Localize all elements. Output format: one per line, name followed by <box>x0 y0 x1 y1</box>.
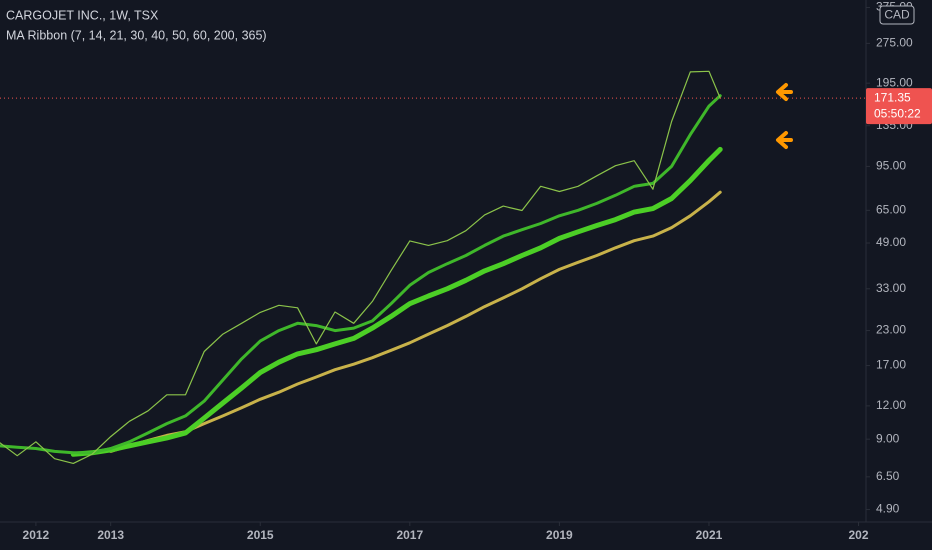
arrow <box>776 83 793 149</box>
x-tick-label: 2012 <box>23 528 50 542</box>
y-tick-label: 195.00 <box>876 75 913 89</box>
y-tick-label: 65.00 <box>876 202 906 216</box>
y-tick-label: 33.00 <box>876 281 906 295</box>
y-tick-label: 4.90 <box>876 502 900 516</box>
y-tick-label: 49.00 <box>876 235 906 249</box>
series-line <box>0 70 721 464</box>
series-line <box>0 94 722 455</box>
axes: 375.00275.00195.00135.0095.0065.0049.003… <box>23 0 932 542</box>
y-tick-label: 9.00 <box>876 431 900 445</box>
currency-box[interactable] <box>879 5 915 25</box>
series-line <box>70 146 723 457</box>
y-tick-label: 17.00 <box>876 358 906 372</box>
countdown: 05:50:22 <box>874 106 921 120</box>
y-tick-label: 95.00 <box>876 159 906 173</box>
y-tick-label: 6.50 <box>876 469 900 483</box>
y-tick-label: 275.00 <box>876 36 913 50</box>
last-price-label: 171.35 <box>874 90 911 104</box>
currency: CAD <box>884 8 910 22</box>
y-tick-label: 12.00 <box>876 398 906 412</box>
series-line <box>109 190 722 453</box>
x-tick-label: 2017 <box>396 528 423 542</box>
arrow-2 <box>776 131 793 149</box>
plot-area <box>0 70 866 464</box>
x-tick-label: 2019 <box>546 528 573 542</box>
arrow-1 <box>776 83 793 101</box>
x-tick-label: 2015 <box>247 528 274 542</box>
y-tick-label: 23.00 <box>876 323 906 337</box>
x-tick-label: 2013 <box>97 528 124 542</box>
last-price-box <box>866 88 932 125</box>
indicator-label: MA Ribbon (7, 14, 21, 30, 40, 50, 60, 20… <box>6 28 267 42</box>
chart-title: CARGOJET INC., 1W, TSX <box>6 8 159 22</box>
x-tick-label: 2021 <box>696 528 723 542</box>
x-tick-label: 202 <box>849 528 869 542</box>
